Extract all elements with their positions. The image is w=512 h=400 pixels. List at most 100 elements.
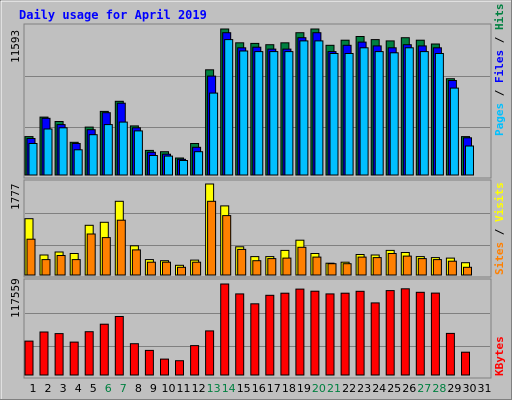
bar-pages-day-5 [88,134,98,176]
bar-kbytes-day-12 [190,345,200,376]
bar-kbytes-day-19 [295,288,305,376]
bar-pages-day-3 [58,127,68,176]
x-tick-label: 22 [342,382,356,395]
bar-sites-day-5 [86,233,96,276]
x-tick-label: 2 [45,382,52,395]
kbytes-max-label: 117559 [9,278,22,318]
x-tick-label: 17 [267,382,281,395]
x-tick-label: 6 [105,382,112,395]
bar-kbytes-day-1 [24,340,34,376]
bar-sites-day-18 [282,257,292,276]
legend-visits: Visits [493,182,506,222]
bar-sites-day-19 [297,246,307,276]
bar-kbytes-day-20 [310,290,320,376]
bar-kbytes-day-30 [461,351,470,376]
x-tick-label: 26 [402,382,416,395]
bar-kbytes-day-22 [340,292,350,376]
x-tick-label: 28 [432,382,446,395]
x-tick-label: 21 [327,382,341,395]
bar-kbytes-day-10 [160,358,169,376]
hits-max-label: 11593 [9,30,22,63]
bar-kbytes-day-28 [430,292,440,376]
bar-pages-day-21 [329,53,339,176]
bar-sites-day-8 [131,249,141,276]
bar-pages-day-20 [314,40,324,176]
bar-kbytes-day-11 [175,360,184,376]
bar-pages-day-30 [465,145,474,176]
bar-kbytes-day-16 [250,303,260,376]
bar-sites-day-15 [237,248,247,276]
bar-pages-day-14 [224,39,234,176]
bar-pages-day-29 [449,87,459,176]
x-tick-label: 9 [150,382,157,395]
x-tick-label: 10 [162,382,176,395]
bar-pages-day-11 [179,160,188,176]
x-tick-label: 15 [237,382,251,395]
bar-kbytes-day-18 [280,292,290,376]
bars [24,28,474,376]
bar-pages-day-26 [404,47,414,176]
bar-sites-day-27 [417,258,427,276]
bar-sites-day-30 [463,266,472,276]
bar-kbytes-day-27 [415,291,425,376]
bar-sites-day-29 [447,260,457,276]
bar-pages-day-12 [194,151,204,176]
bar-pages-day-18 [284,51,294,176]
x-tick-label: 30 [463,382,477,395]
x-tick-label: 5 [90,382,97,395]
bar-pages-day-15 [239,50,249,176]
x-tick-label: 23 [357,382,371,395]
x-tick-label: 3 [60,382,67,395]
x-tick-label: 8 [135,382,142,395]
bar-sites-day-2 [41,259,51,276]
bar-sites-day-26 [402,255,412,276]
bar-pages-day-27 [419,51,429,176]
bar-pages-day-13 [209,92,219,176]
bar-kbytes-day-29 [445,332,455,376]
bar-pages-day-4 [73,149,83,176]
bar-sites-day-25 [387,253,397,276]
legend-hits-panel: Pages / Files / Hits [493,4,506,137]
x-tick-label: 31 [478,382,492,395]
x-tick-label: 19 [297,382,311,395]
bar-kbytes-day-17 [265,294,275,376]
bar-sites-day-13 [207,200,217,276]
bar-kbytes-day-7 [114,316,124,376]
x-tick-label: 20 [312,382,326,395]
legend-sites: Sites [493,242,506,275]
bar-kbytes-day-25 [385,290,395,376]
bar-sites-day-24 [372,257,382,276]
legend-hits: Hits [493,4,506,31]
bar-pages-day-7 [118,121,128,176]
bar-kbytes-day-2 [39,331,49,376]
bar-sites-day-21 [327,263,337,276]
bar-kbytes-day-23 [355,290,365,376]
bar-sites-day-22 [342,263,352,276]
bar-sites-day-4 [71,259,81,276]
legend-pages: Pages [493,103,506,136]
bar-sites-day-23 [357,256,367,276]
x-tick-label: 27 [417,382,431,395]
bar-sites-day-17 [267,258,277,276]
x-tick-label: 11 [177,382,191,395]
bar-sites-day-12 [192,261,202,276]
bar-sites-day-14 [222,215,232,276]
x-tick-label: 4 [75,382,82,395]
bar-kbytes-day-3 [54,333,64,376]
bar-kbytes-day-26 [400,288,410,376]
bar-sites-day-10 [162,261,171,276]
bar-sites-day-28 [432,259,442,276]
bar-sites-day-16 [252,260,262,276]
bar-kbytes-day-5 [84,331,94,376]
bar-kbytes-day-6 [99,323,109,376]
bar-sites-day-6 [101,237,111,276]
bar-kbytes-day-24 [370,302,380,376]
x-tick-label: 18 [282,382,296,395]
bar-sites-day-11 [177,266,186,276]
x-tick-label: 7 [120,382,127,395]
x-tick-label: 16 [252,382,266,395]
bar-pages-day-2 [43,128,53,176]
x-tick-label: 1 [30,382,37,395]
bar-kbytes-day-4 [69,341,79,376]
